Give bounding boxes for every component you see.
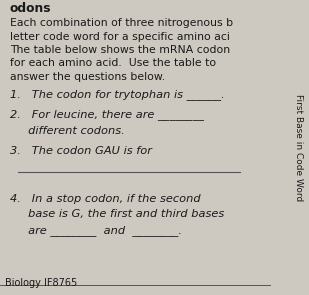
Text: are ________  and  ________.: are ________ and ________. xyxy=(10,225,182,236)
Text: Biology IF8765: Biology IF8765 xyxy=(5,278,77,288)
Text: odons: odons xyxy=(10,2,52,15)
Text: 2.   For leucine, there are ________: 2. For leucine, there are ________ xyxy=(10,109,204,120)
Text: The table below shows the mRNA codon: The table below shows the mRNA codon xyxy=(10,45,230,55)
Text: base is G, the first and third bases: base is G, the first and third bases xyxy=(10,209,224,219)
Text: different codons.: different codons. xyxy=(10,125,125,135)
Text: Each combination of three nitrogenous b: Each combination of three nitrogenous b xyxy=(10,18,233,28)
Text: answer the questions below.: answer the questions below. xyxy=(10,72,165,82)
Text: First Base in Code Word: First Base in Code Word xyxy=(294,94,303,201)
Text: letter code word for a specific amino aci: letter code word for a specific amino ac… xyxy=(10,32,230,42)
Text: 1.   The codon for trytophan is ______.: 1. The codon for trytophan is ______. xyxy=(10,89,225,100)
Text: 4.   In a stop codon, if the second: 4. In a stop codon, if the second xyxy=(10,194,201,204)
Text: for each amino acid.  Use the table to: for each amino acid. Use the table to xyxy=(10,58,216,68)
Text: 3.   The codon GAU is for: 3. The codon GAU is for xyxy=(10,145,152,155)
